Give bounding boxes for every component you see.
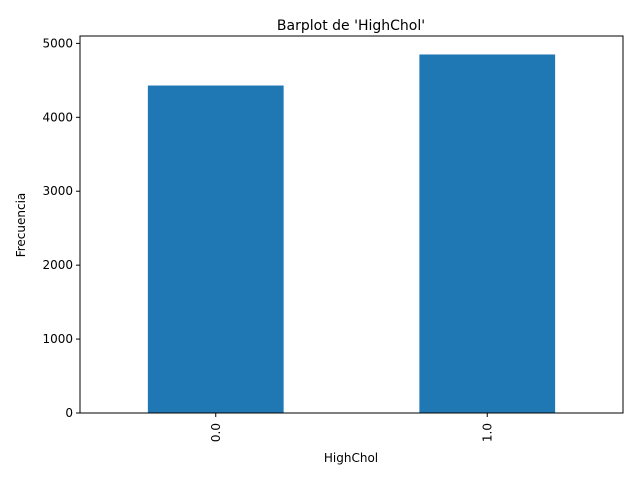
x-tick-label-1-0: 1.0 [480, 423, 494, 442]
x-axis-label: HighChol [324, 451, 378, 465]
bar-1-0 [419, 54, 556, 413]
y-tick-label-0: 0 [65, 406, 73, 420]
y-tick-label-1000: 1000 [42, 332, 73, 346]
y-tick-label-2000: 2000 [42, 258, 73, 272]
plot-area: 0 1000 2000 3000 4000 5000 0.0 1.0 [42, 35, 624, 442]
y-tick-label-4000: 4000 [42, 110, 73, 124]
y-tick-label-3000: 3000 [42, 184, 73, 198]
chart-title: Barplot de 'HighChol' [277, 18, 425, 34]
bar-0-0 [147, 85, 284, 413]
x-tick-label-0-0: 0.0 [209, 423, 223, 442]
y-axis-label: Frecuencia [14, 193, 28, 258]
axes-frame [79, 35, 624, 414]
y-tick-label-5000: 5000 [42, 36, 73, 50]
